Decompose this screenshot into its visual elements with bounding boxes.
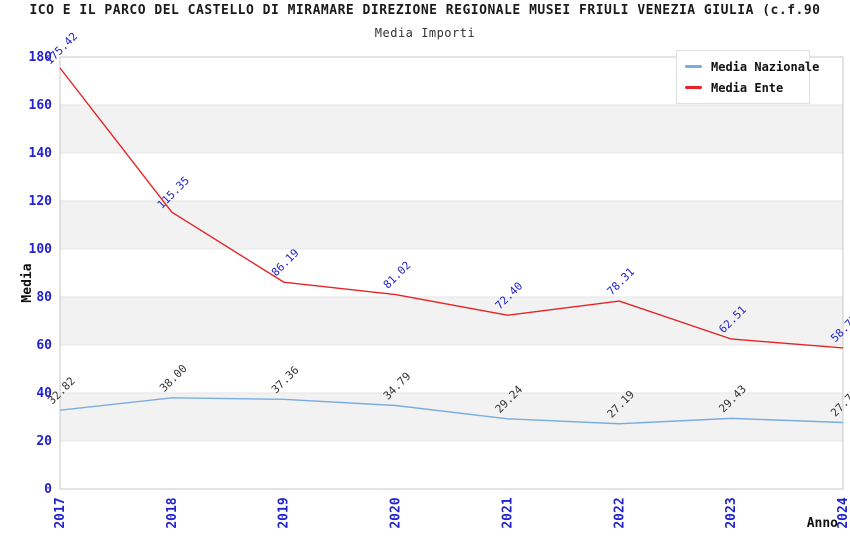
y-tick-label: 20 <box>36 434 52 449</box>
x-tick-label: 2021 <box>500 497 515 528</box>
y-tick-label: 60 <box>36 338 52 353</box>
x-axis-title: Anno <box>807 516 838 531</box>
plot-border <box>59 56 844 490</box>
legend-box: Media Nazionale Media Ente <box>676 50 819 104</box>
x-tick-label: 2019 <box>277 497 292 528</box>
y-tick-label: 140 <box>29 146 53 161</box>
plot-band <box>60 441 843 489</box>
x-tick-label: 2023 <box>724 497 739 528</box>
y-axis-title: Media <box>20 263 35 302</box>
plot-band <box>60 345 843 393</box>
plot-band <box>60 249 843 297</box>
y-tick-label: 100 <box>29 242 53 257</box>
legend-label: Media Nazionale <box>711 59 820 74</box>
plot-band <box>60 201 843 249</box>
y-tick-label: 160 <box>29 98 53 113</box>
y-tick-label: 80 <box>36 290 52 305</box>
legend-label: Media Ente <box>711 80 784 95</box>
x-tick-label: 2018 <box>165 497 180 528</box>
y-tick-label: 180 <box>29 50 53 65</box>
legend-item-media-nazionale: Media Nazionale <box>685 56 819 77</box>
legend-item-media-ente: Media Ente <box>685 77 809 98</box>
plot-band <box>60 153 843 201</box>
x-tick-label: 2017 <box>53 497 68 528</box>
plot-band <box>60 105 843 153</box>
y-tick-label: 120 <box>29 194 53 209</box>
plot-band <box>60 393 843 441</box>
chart-subtitle: Media Importi <box>374 26 476 40</box>
x-tick-label: 2022 <box>612 497 627 528</box>
chart-title: ICO E IL PARCO DEL CASTELLO DI MIRAMARE … <box>29 3 821 18</box>
x-tick-label: 2024 <box>836 497 850 528</box>
line-swatch-icon <box>685 65 702 68</box>
y-tick-label: 0 <box>44 482 52 497</box>
y-tick-label: 40 <box>36 386 52 401</box>
x-tick-label: 2020 <box>389 497 404 528</box>
series-line-media-nazionale <box>59 397 844 425</box>
series-line-media-ente <box>59 67 844 349</box>
line-swatch-icon <box>685 86 702 89</box>
